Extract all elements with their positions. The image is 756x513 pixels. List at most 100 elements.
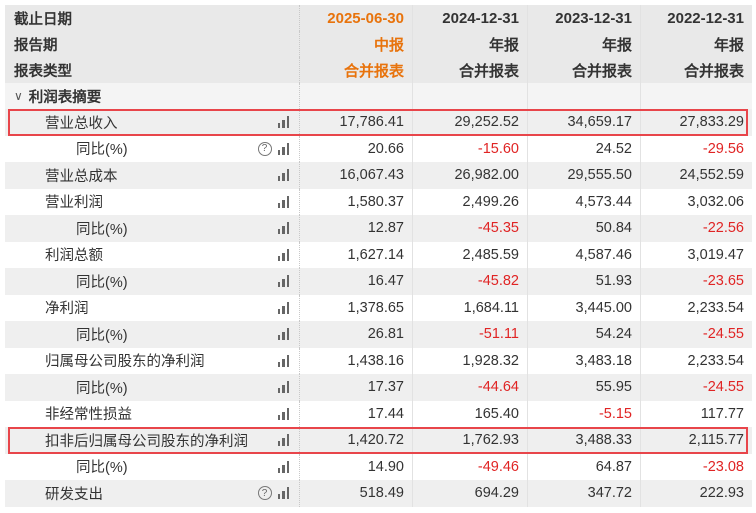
row-label-cell: 研发支出? xyxy=(5,480,300,507)
header-label: 截止日期 xyxy=(5,5,300,31)
empty-cell xyxy=(641,83,752,109)
value-cell: 54.24 xyxy=(528,321,641,348)
value-cell: 12.87 xyxy=(300,215,413,242)
value-cell: 3,488.33 xyxy=(528,427,641,454)
row-icons xyxy=(277,222,289,235)
header-value: 合并报表 xyxy=(413,57,528,83)
income-statement-table: 截止日期 2025-06-30 2024-12-31 2023-12-31 2022-1… xyxy=(5,5,752,507)
row-label: 同比(%) xyxy=(76,327,128,344)
row-icons xyxy=(277,248,289,261)
bar-chart-icon[interactable] xyxy=(277,381,289,394)
header-value: 年报 xyxy=(413,31,528,57)
section-row[interactable]: ∨ 利润表摘要 xyxy=(5,83,752,109)
value-cell: 50.84 xyxy=(528,215,641,242)
value-cell: 27,833.29 xyxy=(679,114,744,131)
table-row: 营业总成本 16,067.43 26,982.00 29,555.50 24,552.5… xyxy=(5,162,752,189)
section-label[interactable]: ∨ 利润表摘要 xyxy=(5,83,300,109)
table-row: 净利润 1,378.65 1,684.11 3,445.00 2,233.54 xyxy=(5,294,752,321)
value-cell: -22.56 xyxy=(702,220,744,237)
table-row: 归属母公司股东的净利润 1,438.16 1,928.32 3,483.18 2,233… xyxy=(5,347,752,374)
value-cell: 26,982.00 xyxy=(413,162,528,189)
value-cell: 24.52 xyxy=(528,135,641,162)
value-cell: 694.29 xyxy=(413,480,528,507)
row-label-cell: 同比(%) xyxy=(5,453,300,480)
header-value: 合并报表 xyxy=(683,62,744,80)
header-value: 2022-12-31 xyxy=(667,9,744,27)
row-label: 同比(%) xyxy=(76,274,128,291)
bar-chart-icon[interactable] xyxy=(277,248,289,261)
row-label: 非经常性损益 xyxy=(45,407,132,424)
row-label: 营业利润 xyxy=(45,195,103,212)
bar-chart-icon[interactable] xyxy=(277,407,289,420)
header-value: 2025-06-30 xyxy=(300,5,413,31)
value-cell: 1,627.14 xyxy=(300,241,413,268)
header-value: 2023-12-31 xyxy=(528,5,641,31)
value-cell: -45.35 xyxy=(413,215,528,242)
row-label-cell: 营业总成本 xyxy=(5,162,300,189)
help-icon[interactable]: ? xyxy=(257,486,272,501)
table-row: 同比(%) 16.47 -45.82 51.93 -23.65 xyxy=(5,268,752,295)
value-cell: 16.47 xyxy=(300,268,413,295)
header-value: 年报 xyxy=(528,31,641,57)
value-cell: 29,252.52 xyxy=(413,109,528,136)
empty-cell xyxy=(413,83,528,109)
value-cell: 222.93 xyxy=(699,485,744,502)
row-label-cell: 利润总额 xyxy=(5,241,300,268)
bar-chart-icon[interactable] xyxy=(277,301,289,314)
header-label: 报表类型 xyxy=(5,57,300,83)
row-label: 营业总收入 xyxy=(45,115,118,132)
value-cell: -49.46 xyxy=(413,453,528,480)
row-label: 同比(%) xyxy=(76,460,128,477)
row-label-cell: 同比(%) xyxy=(5,374,300,401)
value-cell: 4,573.44 xyxy=(528,188,641,215)
value-cell: 3,032.06 xyxy=(687,193,744,210)
bar-chart-icon[interactable] xyxy=(277,169,289,182)
row-label: 同比(%) xyxy=(76,221,128,238)
bar-chart-icon[interactable] xyxy=(277,354,289,367)
table-row: 同比(%) 26.81 -51.11 54.24 -24.55 xyxy=(5,321,752,348)
value-cell: -23.08 xyxy=(702,458,744,475)
value-cell: -15.60 xyxy=(413,135,528,162)
row-icons xyxy=(277,434,289,447)
bar-chart-icon[interactable] xyxy=(277,328,289,341)
row-label-cell: 扣非后归属母公司股东的净利润 xyxy=(5,427,300,454)
row-icons: ? xyxy=(257,486,289,501)
table-row: 营业总收入 17,786.41 29,252.52 34,659.17 27,833.2… xyxy=(5,109,752,136)
value-cell: 29,555.50 xyxy=(528,162,641,189)
bar-chart-icon[interactable] xyxy=(277,116,289,129)
header-row: 截止日期 2025-06-30 2024-12-31 2023-12-31 2022-1… xyxy=(5,5,752,31)
value-cell: -45.82 xyxy=(413,268,528,295)
row-icons xyxy=(277,169,289,182)
value-cell: 347.72 xyxy=(528,480,641,507)
table-row: 同比(%)? 20.66 -15.60 24.52 -29.56 xyxy=(5,135,752,162)
bar-chart-icon[interactable] xyxy=(277,142,289,155)
chevron-down-icon[interactable]: ∨ xyxy=(14,89,23,103)
row-label: 研发支出 xyxy=(45,486,103,503)
help-icon[interactable]: ? xyxy=(257,141,272,156)
row-icons xyxy=(277,116,289,129)
row-label-cell: 同比(%)? xyxy=(5,135,300,162)
value-cell: 518.49 xyxy=(300,480,413,507)
bar-chart-icon[interactable] xyxy=(277,275,289,288)
value-cell: 2,499.26 xyxy=(413,188,528,215)
value-cell: 17,786.41 xyxy=(300,109,413,136)
value-cell: 20.66 xyxy=(300,135,413,162)
row-icons xyxy=(277,354,289,367)
value-cell: 1,684.11 xyxy=(413,294,528,321)
bar-chart-icon[interactable] xyxy=(277,487,289,500)
row-label-cell: 归属母公司股东的净利润 xyxy=(5,347,300,374)
bar-chart-icon[interactable] xyxy=(277,222,289,235)
empty-cell xyxy=(528,83,641,109)
bar-chart-icon[interactable] xyxy=(277,460,289,473)
bar-chart-icon[interactable] xyxy=(277,195,289,208)
header-row: 报表类型 合并报表 合并报表 合并报表 合并报表 xyxy=(5,57,752,83)
value-cell: -44.64 xyxy=(413,374,528,401)
value-cell: 1,580.37 xyxy=(300,188,413,215)
bar-chart-icon[interactable] xyxy=(277,434,289,447)
row-label: 同比(%) xyxy=(76,142,128,159)
value-cell: -29.56 xyxy=(702,140,744,157)
row-icons xyxy=(277,195,289,208)
value-cell: 17.44 xyxy=(300,400,413,427)
row-icons xyxy=(277,275,289,288)
value-cell: -23.65 xyxy=(702,273,744,290)
